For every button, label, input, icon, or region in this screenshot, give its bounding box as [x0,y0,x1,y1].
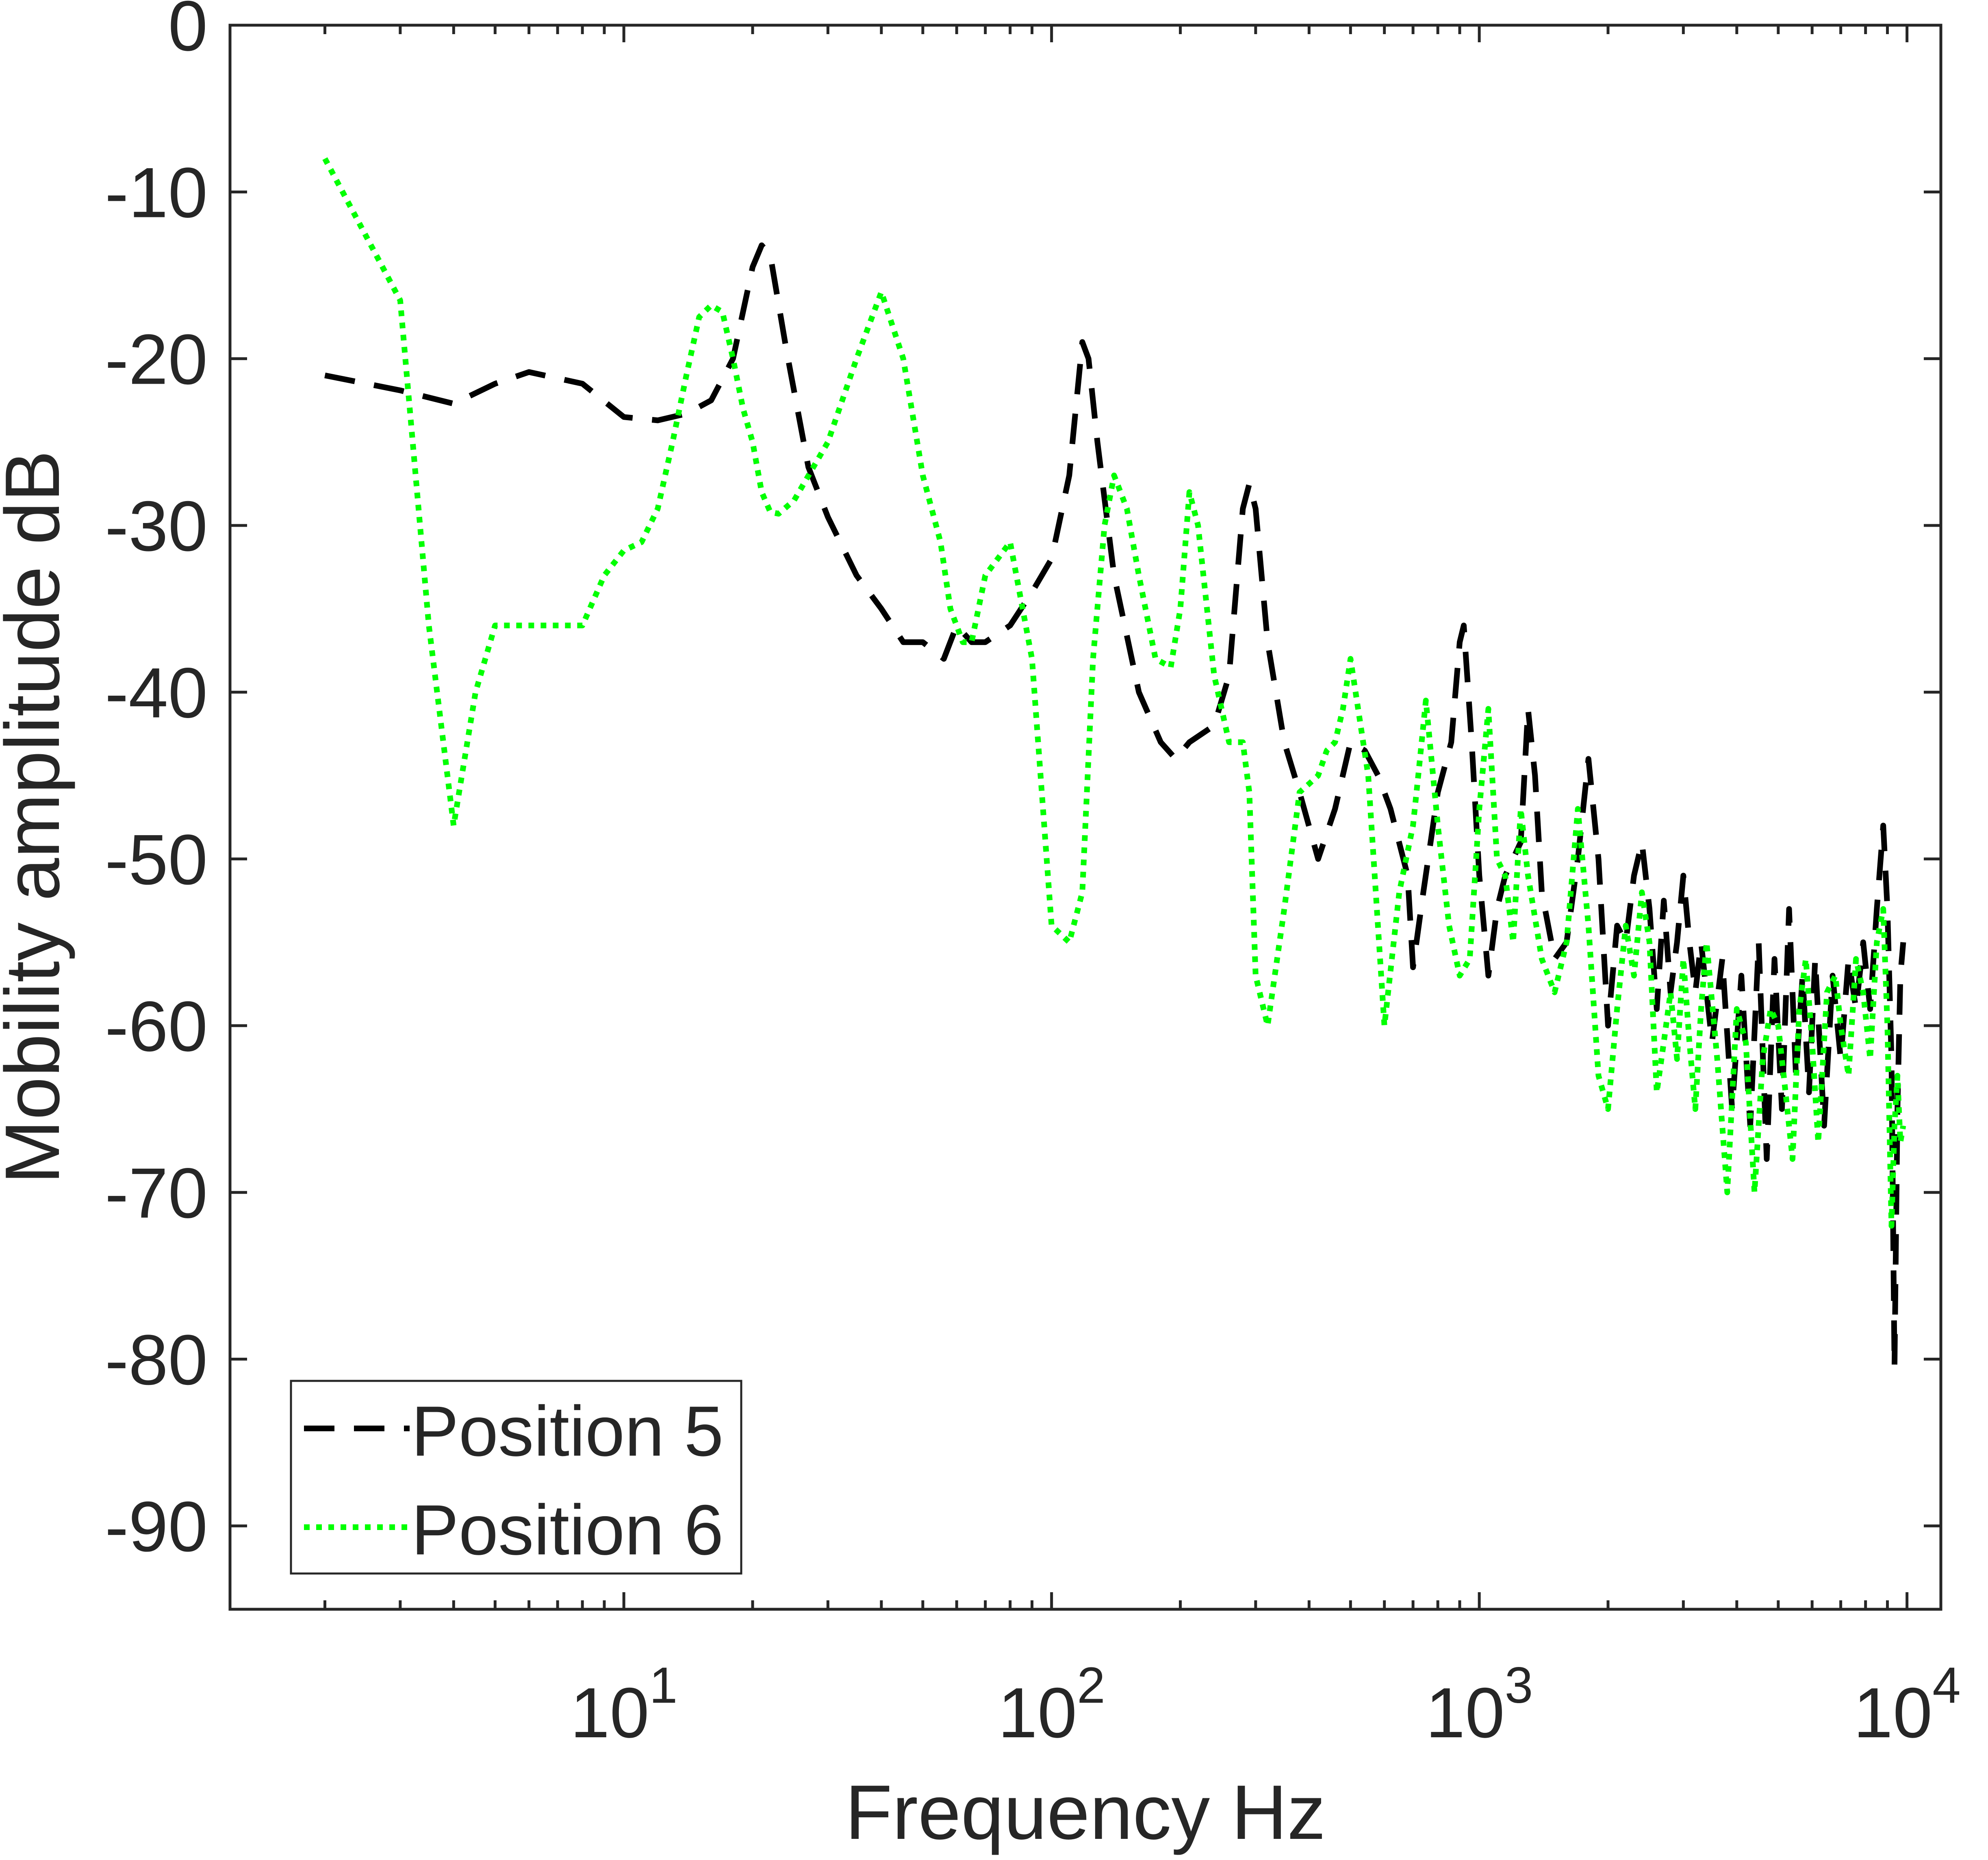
axes-box [228,24,1942,1611]
y-tick-label: -80 [105,1321,208,1400]
x-tick-label-base: 10 [1853,1673,1933,1753]
x-tick-label: 104 [1853,1657,1961,1753]
x-tick-label: 101 [570,1657,677,1753]
x-tick-label-exponent: 4 [1932,1657,1961,1714]
y-tick-label: -50 [105,820,208,900]
y-tick-label: -70 [105,1154,208,1233]
legend: Position 5 Position 6 [290,1380,742,1575]
y-axis-label: Mobility amplitude dB [0,450,76,1184]
y-tick-label: -20 [105,320,208,399]
legend-label-position-6: Position 6 [411,1491,724,1570]
x-axis-label: Frequency Hz [845,1769,1326,1856]
x-tick-label: 102 [998,1657,1105,1753]
x-tick-label-exponent: 3 [1505,1657,1533,1714]
x-tick-label: 103 [1426,1657,1533,1753]
y-tick-label: -90 [105,1487,208,1567]
x-tick-label-base: 10 [570,1673,649,1753]
y-tick-label: -30 [105,487,208,566]
x-tick-label-exponent: 2 [1077,1657,1105,1714]
x-tick-label-exponent: 1 [649,1657,678,1714]
y-tick-label: -10 [105,153,208,232]
x-tick-label-base: 10 [998,1673,1077,1753]
y-tick-label: -60 [105,987,208,1066]
legend-label-position-5: Position 5 [411,1392,724,1471]
y-tick-label: 0 [168,0,208,66]
series-line-position-5 [324,242,1906,1370]
legend-box [290,1380,742,1575]
y-tick-label: -40 [105,653,208,733]
series-line-position-6 [322,157,1906,1229]
x-tick-label-base: 10 [1426,1673,1505,1753]
